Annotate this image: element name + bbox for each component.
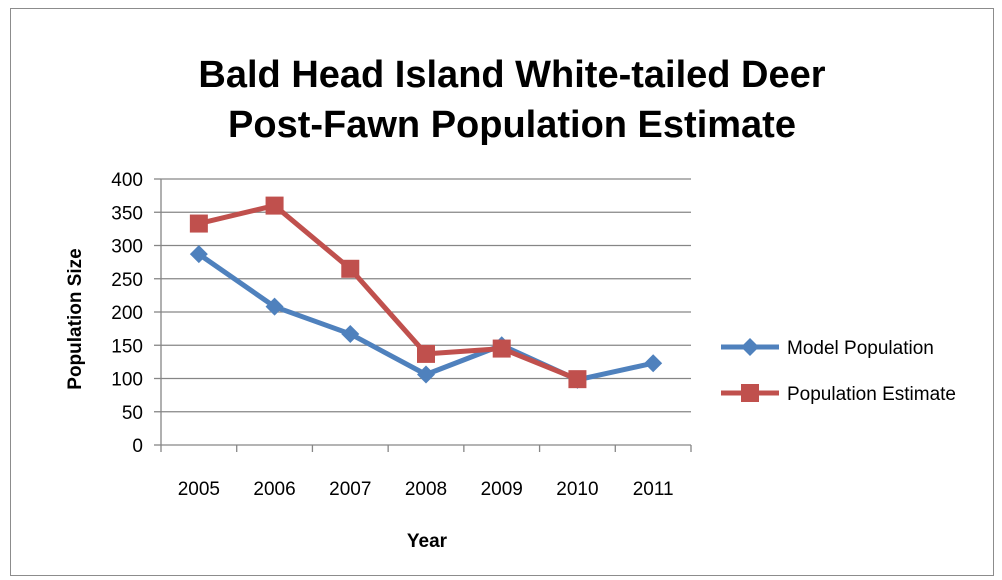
y-tick-label: 400 — [111, 170, 143, 191]
x-axis-ticks: 2005 2006 2007 2008 2009 2010 2011 — [178, 479, 674, 500]
y-axis-label: Population Size — [65, 248, 86, 389]
x-tick-label: 2010 — [556, 479, 598, 500]
data-point-marker — [265, 196, 284, 215]
chart-title-line-1: Bald Head Island White-tailed Deer — [198, 54, 825, 96]
x-axis-label: Year — [407, 531, 448, 552]
legend-marker — [741, 384, 759, 402]
series-lines — [189, 196, 663, 389]
y-tick-label: 0 — [132, 436, 143, 457]
x-tick-label: 2008 — [405, 479, 447, 500]
legend-entry: Population Estimate — [721, 384, 956, 405]
legend: Model Population Population Estimate — [721, 338, 956, 405]
x-tick-label: 2007 — [329, 479, 371, 500]
legend-entry: Model Population — [721, 338, 934, 359]
data-point-marker — [417, 365, 435, 384]
chart-frame: Bald Head Island White-tailed Deer Post-… — [10, 8, 994, 576]
x-tick-label: 2006 — [253, 479, 295, 500]
x-tick-label: 2009 — [481, 479, 523, 500]
chart-title-line-2: Post-Fawn Population Estimate — [228, 104, 796, 146]
axes — [154, 178, 692, 452]
data-point-marker — [189, 214, 208, 233]
legend-marker — [741, 338, 759, 356]
x-tick-label: 2011 — [633, 479, 674, 500]
legend-label: Model Population — [787, 338, 934, 359]
data-point-marker — [644, 354, 663, 373]
data-point-marker — [417, 344, 435, 363]
y-tick-label: 250 — [111, 270, 143, 291]
y-tick-label: 350 — [111, 203, 143, 224]
y-tick-label: 100 — [111, 370, 143, 391]
y-tick-label: 150 — [111, 336, 143, 357]
y-axis-ticks: 0 50 100 150 200 250 300 350 400 — [111, 170, 143, 457]
x-tick-label: 2005 — [178, 479, 220, 500]
data-point-marker — [568, 370, 587, 389]
y-tick-label: 300 — [111, 237, 143, 258]
y-tick-label: 200 — [111, 303, 143, 324]
series-line — [196, 203, 580, 382]
data-point-marker — [265, 297, 284, 316]
line-chart: Bald Head Island White-tailed Deer Post-… — [65, 54, 956, 552]
y-tick-label: 50 — [122, 403, 143, 424]
legend-label: Population Estimate — [787, 384, 956, 405]
data-point-marker — [341, 324, 360, 343]
series-population-estimate — [189, 196, 587, 389]
data-point-marker — [341, 259, 360, 278]
data-point-marker — [189, 245, 208, 264]
data-point-marker — [492, 339, 511, 358]
series-model-population — [189, 245, 663, 389]
